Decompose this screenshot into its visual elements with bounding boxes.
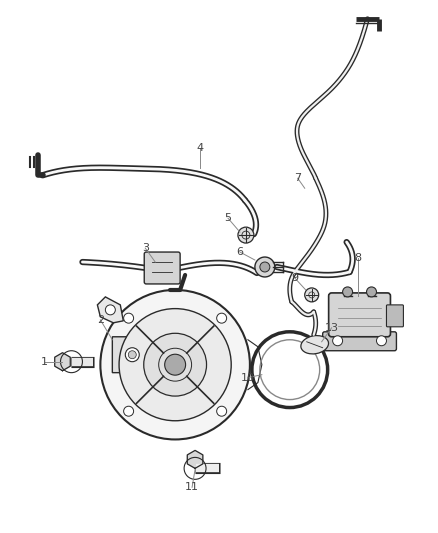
- Circle shape: [217, 406, 226, 416]
- Circle shape: [260, 262, 270, 272]
- Circle shape: [377, 336, 386, 346]
- Text: 13: 13: [325, 323, 339, 333]
- Circle shape: [144, 333, 207, 396]
- Text: 9: 9: [291, 273, 298, 283]
- Text: 2: 2: [97, 315, 104, 325]
- Circle shape: [124, 313, 134, 323]
- Circle shape: [128, 351, 136, 359]
- Circle shape: [255, 257, 275, 277]
- Circle shape: [343, 287, 353, 297]
- Circle shape: [100, 290, 250, 439]
- Text: 3: 3: [142, 243, 149, 253]
- Text: 4: 4: [197, 143, 204, 154]
- Text: 8: 8: [354, 253, 361, 263]
- Circle shape: [217, 313, 226, 323]
- Polygon shape: [55, 353, 70, 370]
- Text: 11: 11: [185, 482, 199, 492]
- Polygon shape: [97, 297, 124, 323]
- FancyBboxPatch shape: [328, 293, 390, 337]
- Circle shape: [119, 309, 231, 421]
- Ellipse shape: [301, 336, 328, 354]
- FancyBboxPatch shape: [144, 252, 180, 284]
- Circle shape: [305, 288, 319, 302]
- Text: 1: 1: [41, 357, 48, 367]
- Circle shape: [165, 354, 186, 375]
- Circle shape: [106, 305, 115, 315]
- Circle shape: [124, 406, 134, 416]
- FancyBboxPatch shape: [323, 332, 396, 351]
- Text: 5: 5: [224, 213, 231, 223]
- FancyBboxPatch shape: [386, 305, 403, 327]
- Circle shape: [367, 287, 377, 297]
- Circle shape: [125, 348, 139, 362]
- Circle shape: [332, 336, 343, 346]
- Text: 10: 10: [241, 373, 255, 383]
- Polygon shape: [112, 337, 154, 373]
- Text: 7: 7: [294, 173, 301, 183]
- Text: 6: 6: [237, 247, 244, 257]
- Circle shape: [238, 227, 254, 243]
- Polygon shape: [187, 450, 203, 469]
